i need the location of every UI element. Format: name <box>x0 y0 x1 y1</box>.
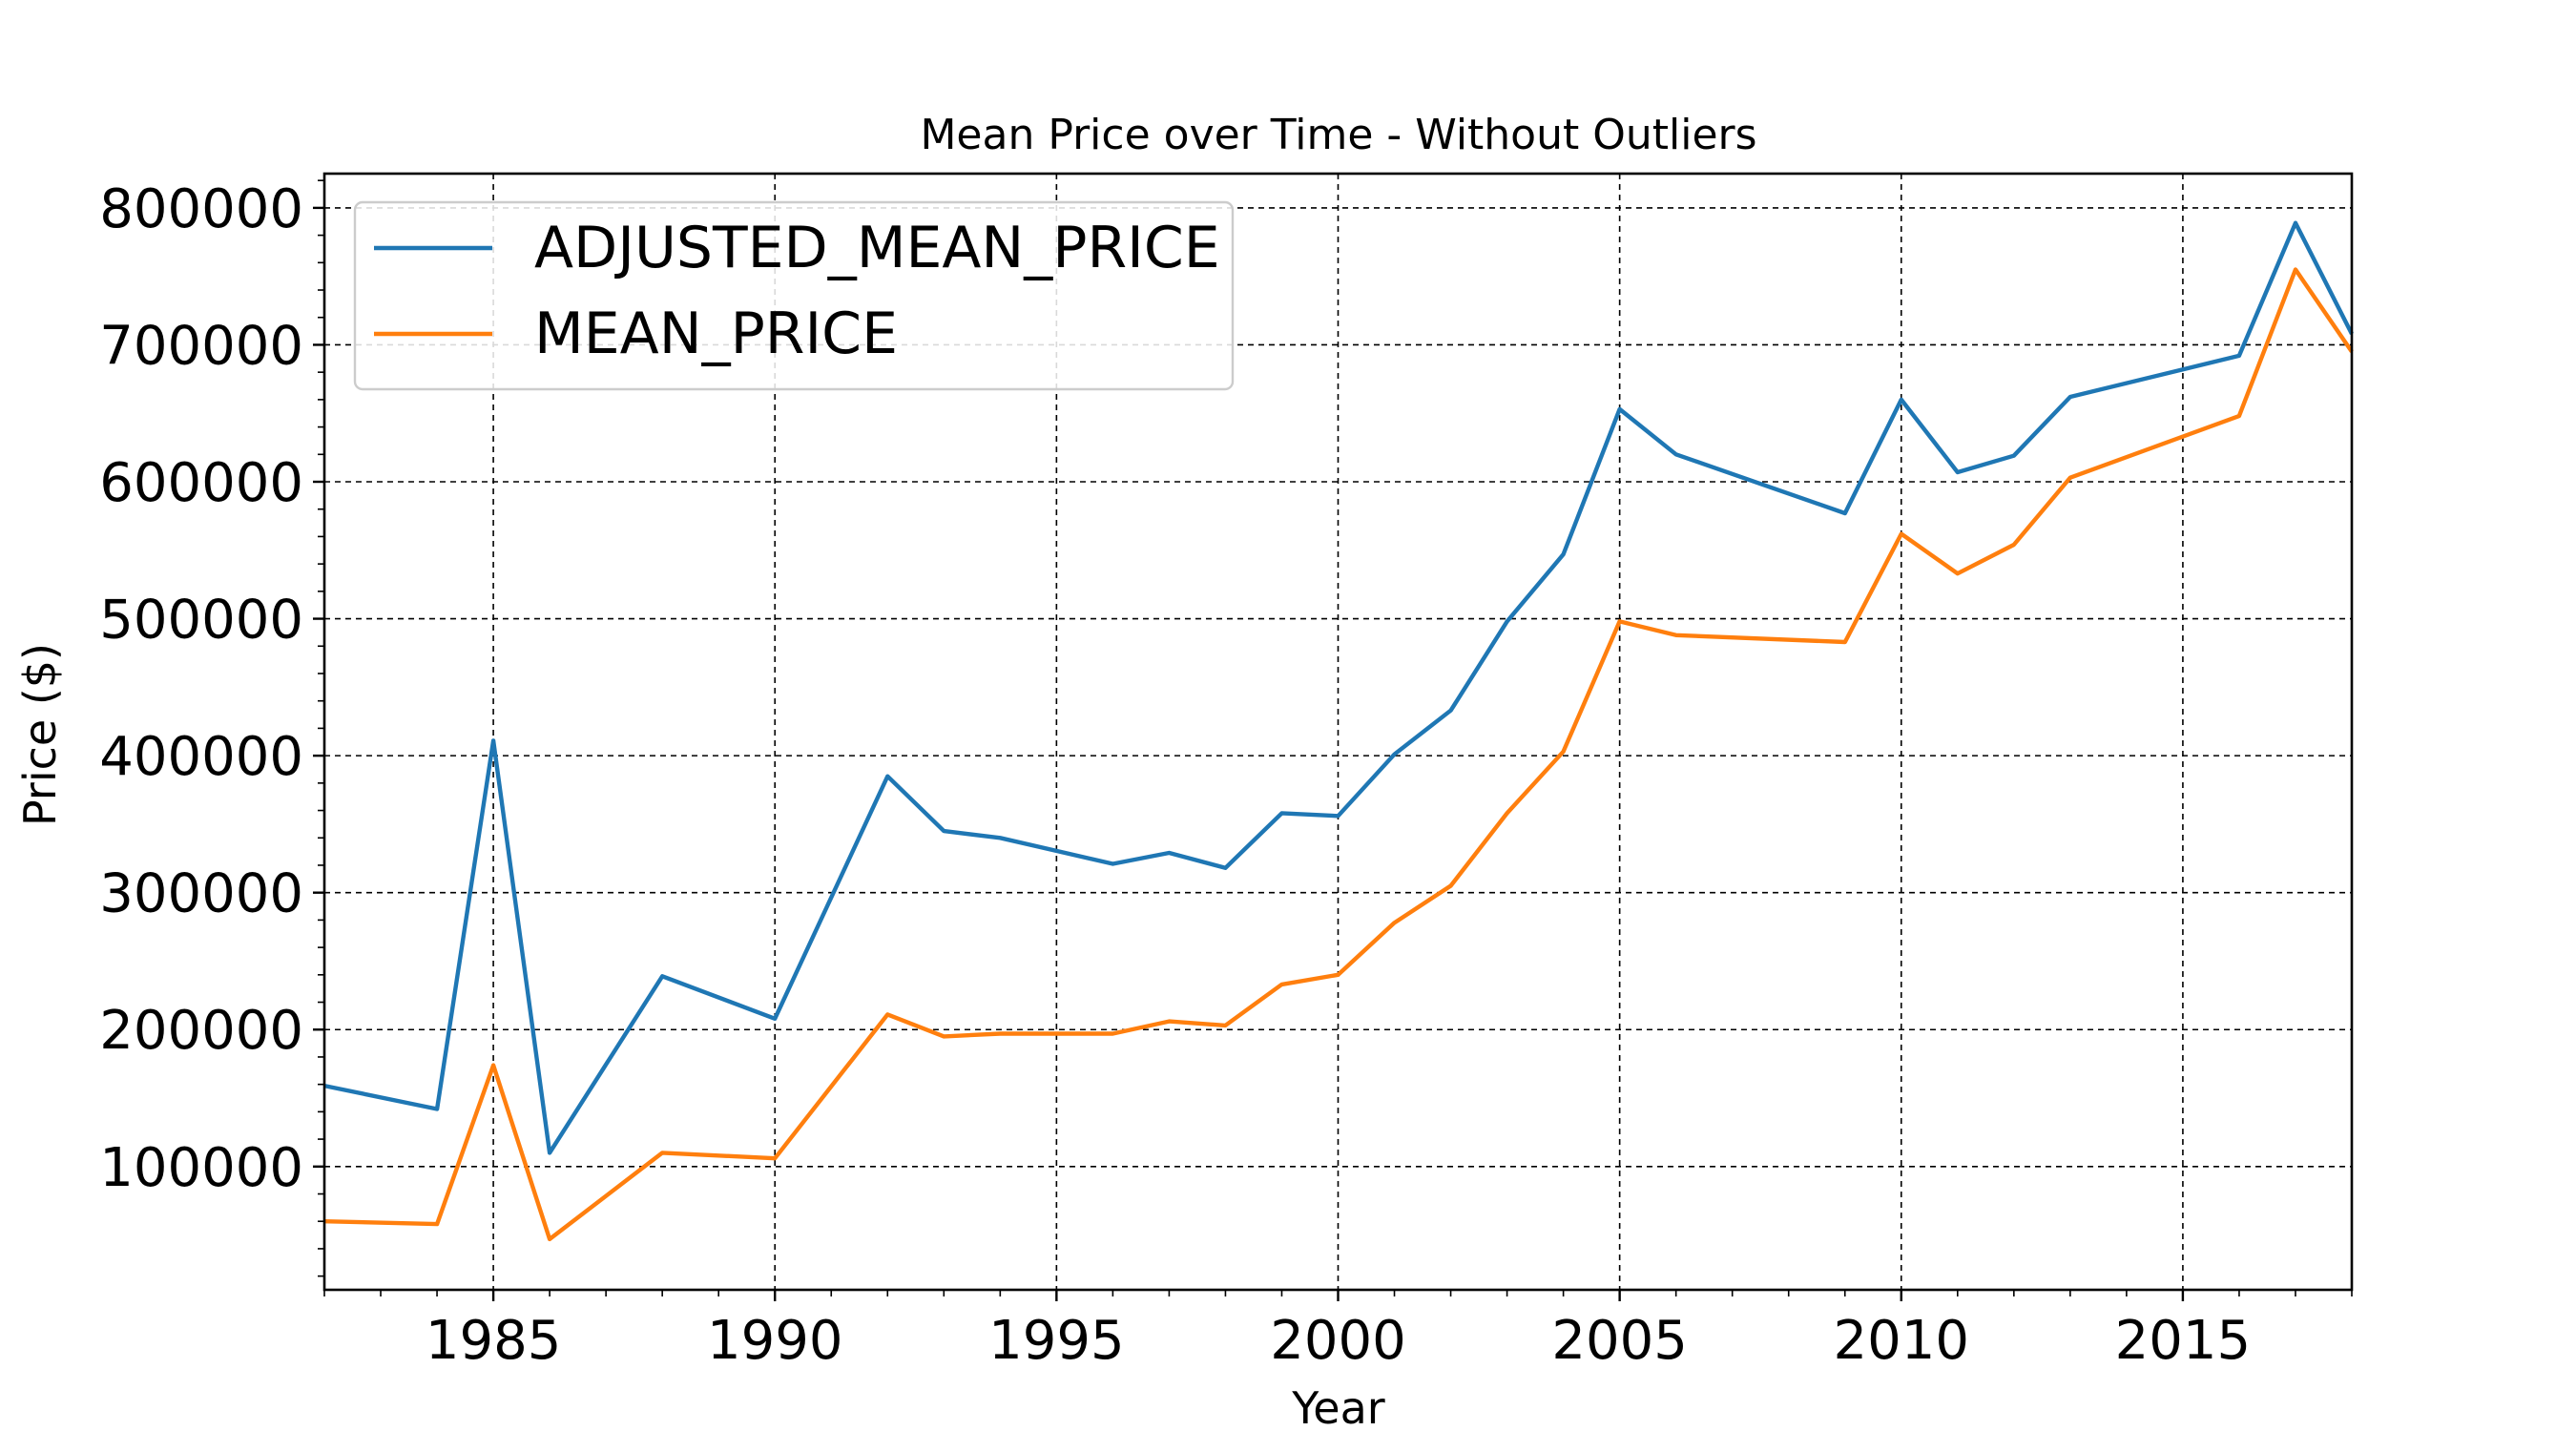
x-tick-label: 2010 <box>1834 1310 1970 1372</box>
y-tick-label: 700000 <box>99 315 303 377</box>
series-layer <box>323 220 2354 1242</box>
y-tick-label: 500000 <box>99 590 303 652</box>
y-axis-label: Price ($) <box>14 643 66 826</box>
x-tick-label: 2005 <box>1551 1310 1688 1372</box>
x-tick-label: 1990 <box>707 1310 843 1372</box>
x-tick-label: 1985 <box>426 1310 562 1372</box>
legend-box <box>353 200 1235 391</box>
chart-title: Mean Price over Time - Without Outliers <box>920 111 1756 159</box>
x-tick-label: 2015 <box>2115 1310 2252 1372</box>
series-line-mean-price <box>323 267 2354 1242</box>
legend-label-adjusted-mean-price: ADJUSTED_MEAN_PRICE <box>534 215 1220 281</box>
series-line-adjusted-mean-price <box>323 220 2354 1155</box>
x-axis-label: Year <box>1291 1382 1384 1431</box>
legend-label-mean-price: MEAN_PRICE <box>534 301 898 367</box>
legend: ADJUSTED_MEAN_PRICE MEAN_PRICE <box>353 200 1235 391</box>
y-tick-label: 300000 <box>99 863 303 925</box>
ticks-layer: 1985 1990 1995 2000 2005 2010 2015 100000 200000… <box>99 178 2353 1372</box>
y-tick-label: 100000 <box>99 1137 303 1199</box>
x-tick-label: 2000 <box>1270 1310 1406 1372</box>
y-tick-label: 600000 <box>99 452 303 514</box>
plot-frame <box>322 172 2354 1292</box>
y-tick-label: 800000 <box>99 178 303 240</box>
x-tick-label: 1995 <box>988 1310 1125 1372</box>
y-tick-label: 200000 <box>99 1000 303 1062</box>
y-tick-label: 400000 <box>99 726 303 788</box>
